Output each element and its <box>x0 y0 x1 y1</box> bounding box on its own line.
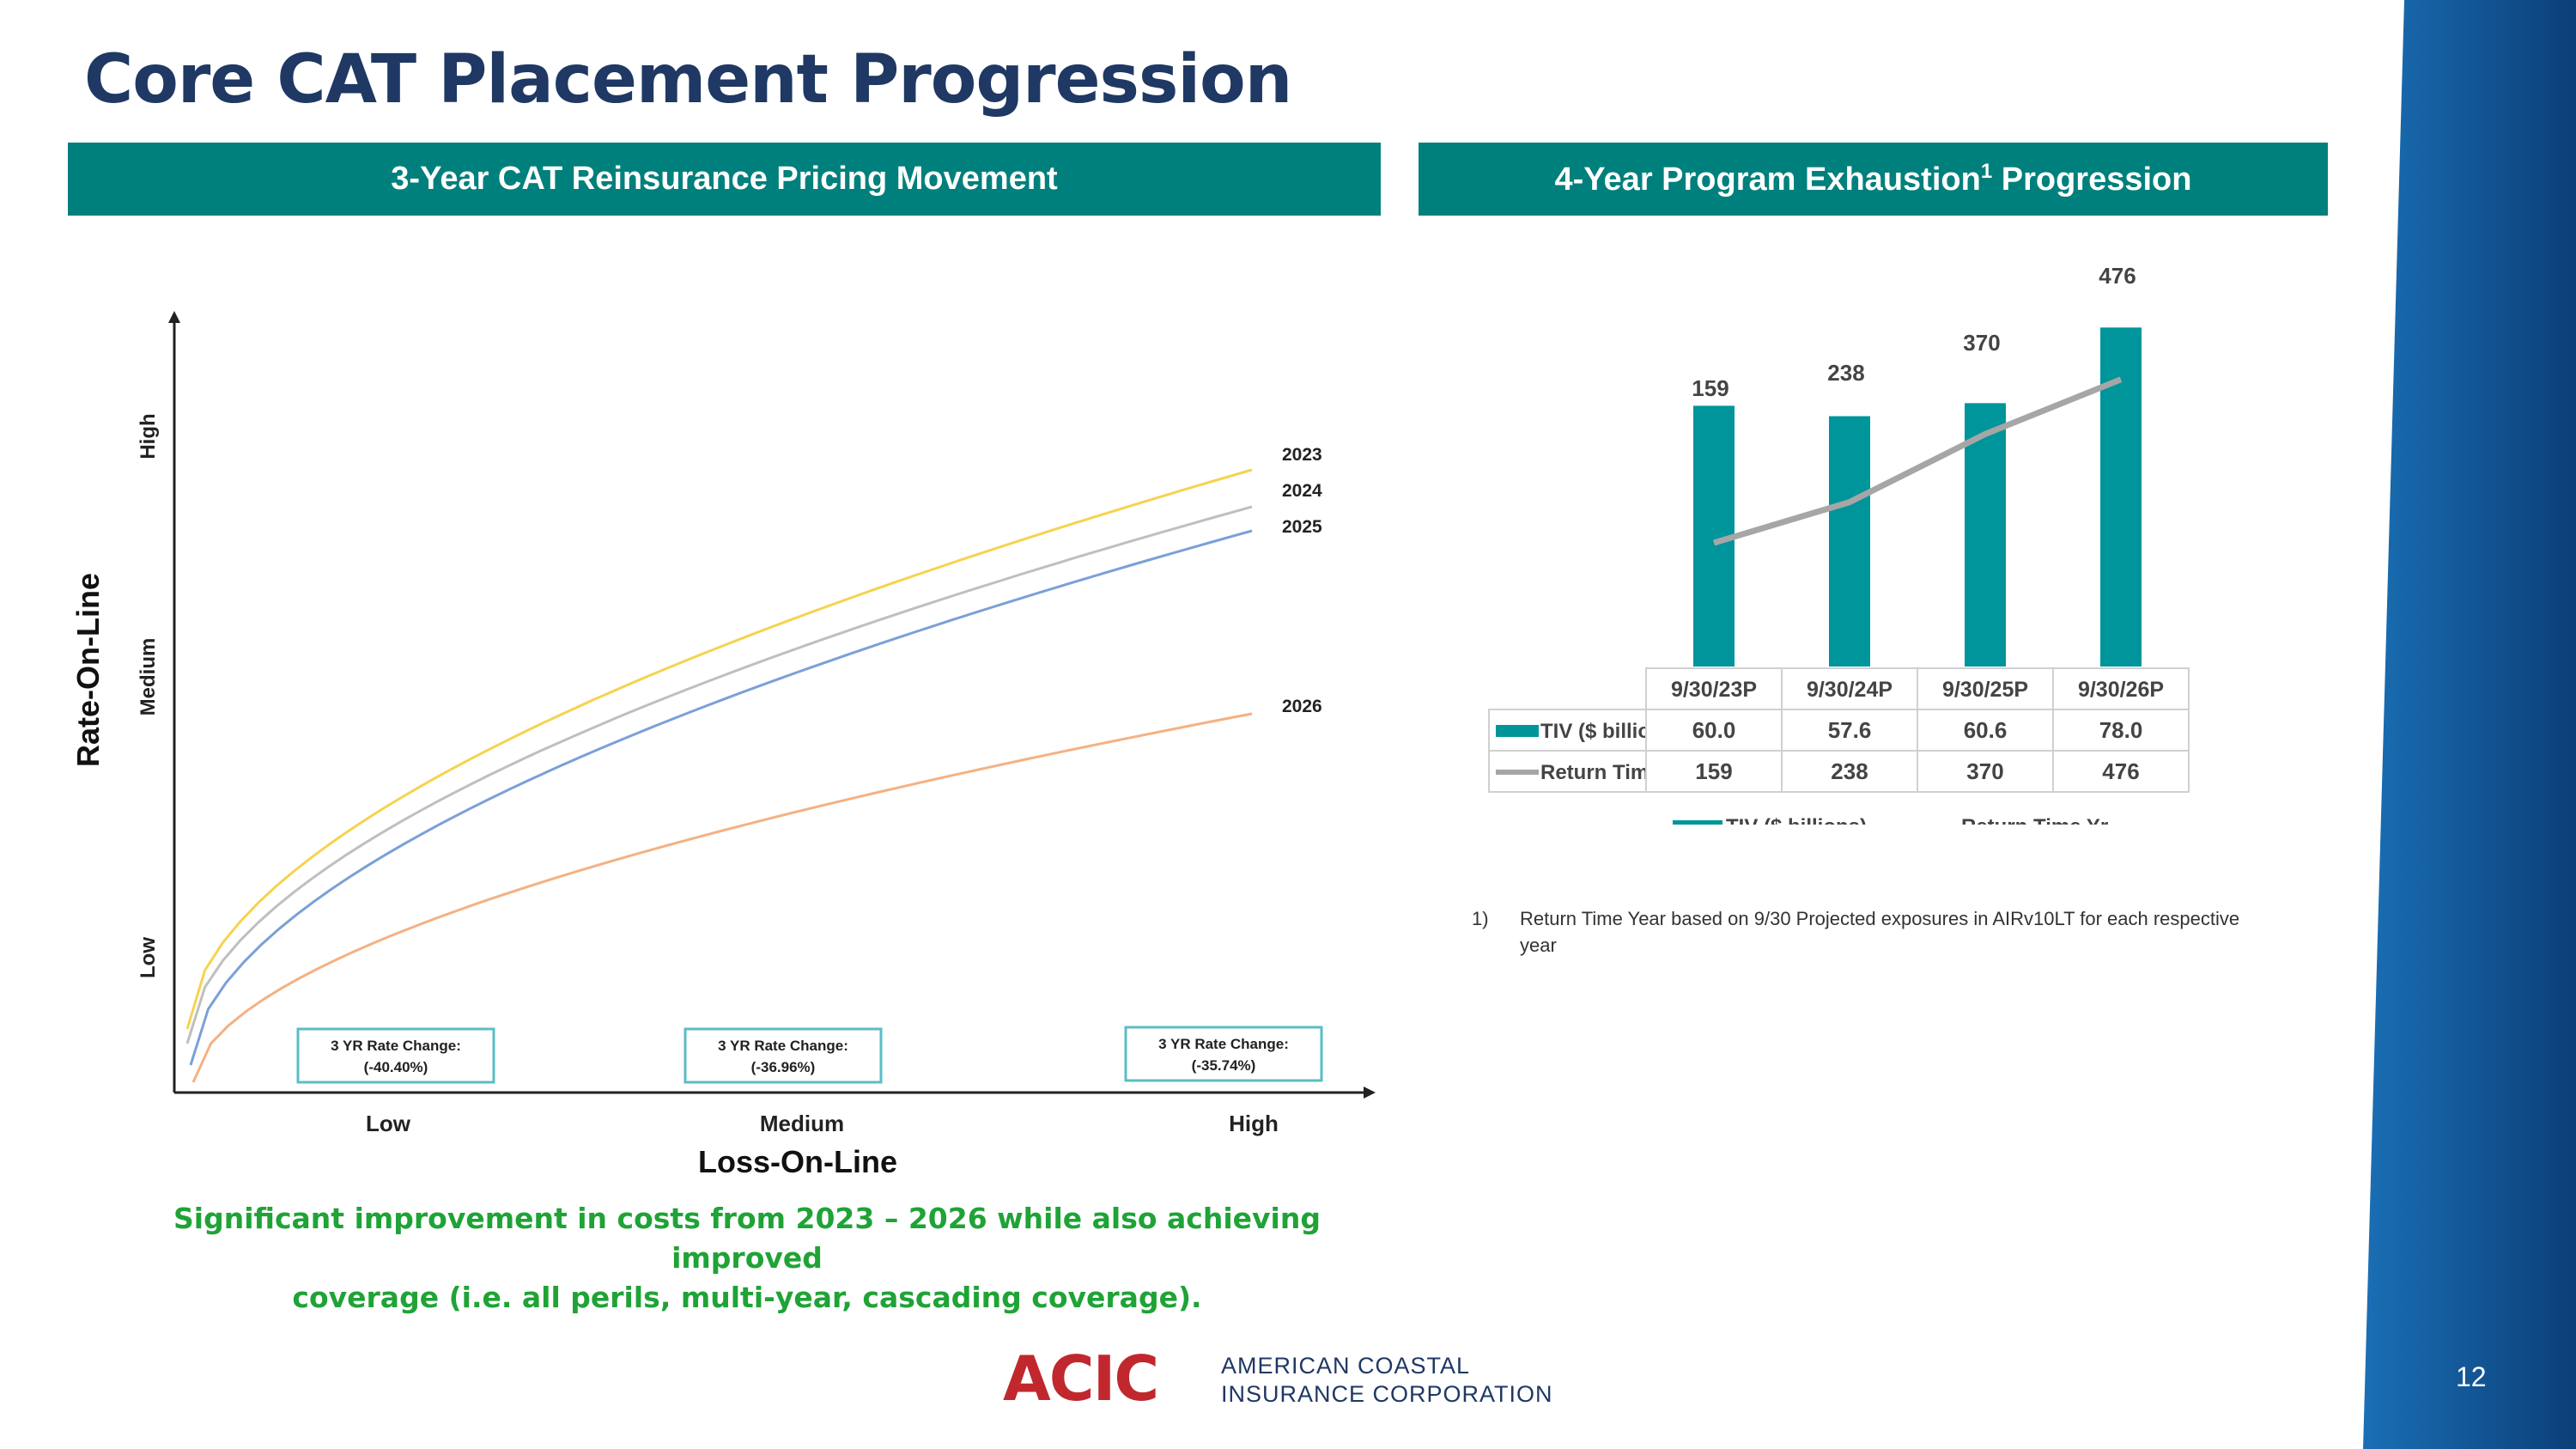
return-time-label: 370 <box>1963 330 2000 356</box>
tiv-legend-swatch <box>1496 725 1539 737</box>
rate-change-label: 3 YR Rate Change: <box>718 1038 848 1054</box>
return-time-label: 159 <box>1692 375 1728 401</box>
x-tick-label: Medium <box>760 1111 844 1136</box>
legend-tiv-swatch <box>1673 820 1722 825</box>
pricing-movement-chart: Low Medium High Rate-On-Line Low Medium High Lo… <box>70 311 1376 1179</box>
x-axis-arrow <box>1364 1087 1376 1099</box>
rate-change-box-border <box>296 1027 495 1084</box>
curve-2023 <box>185 468 1253 1030</box>
curve-label: 2026 <box>1282 697 1322 716</box>
table-cell <box>1917 750 2054 793</box>
curve-label: 2024 <box>1282 481 1322 501</box>
curve-2025 <box>189 529 1253 1066</box>
left-panel-banner: 3-Year CAT Reinsurance Pricing Movement <box>68 143 1381 216</box>
right-panel-banner: 4-Year Program Exhaustion1 Progression <box>1419 143 2328 216</box>
decorative-side-band <box>2363 0 2576 1449</box>
right-banner-label: 4-Year Program Exhaustion1 Progression <box>1555 160 2192 198</box>
tiv-bar <box>1965 403 2006 667</box>
page-title: Core CAT Placement Progression <box>84 41 1292 119</box>
right-chart-legend: TIV ($ billions) Return Time Yr <box>1673 815 2108 825</box>
curve-2024 <box>185 505 1253 1044</box>
table-cell <box>1645 709 1783 752</box>
y-tick-label: Medium <box>137 638 160 716</box>
right-banner-text-end: Progression <box>1992 161 2192 198</box>
rate-change-label: 3 YR Rate Change: <box>1158 1036 1289 1052</box>
x-tick-label: Low <box>366 1111 411 1136</box>
table-header-label: 9/30/24P <box>1807 678 1893 702</box>
x-tick-label: High <box>1229 1111 1279 1136</box>
legend-tiv-label: TIV ($ billions) <box>1726 815 1867 825</box>
rate-change-value: (-40.40%) <box>364 1059 428 1075</box>
logo-text: AMERICAN COASTAL INSURANCE CORPORATION <box>1221 1352 1553 1409</box>
table-cell-value: 60.0 <box>1692 717 1736 743</box>
caption: Significant improvement in costs from 20… <box>155 1199 1340 1318</box>
table-header-label: 9/30/26P <box>2078 678 2164 702</box>
table-cell <box>1781 750 1918 793</box>
curve-label: 2023 <box>1282 445 1322 465</box>
curve-label: 2025 <box>1282 517 1322 537</box>
rate-change-box: 3 YR Rate Change: (-40.40%) <box>296 1027 495 1084</box>
left-chart-curves <box>185 468 1253 1083</box>
table-header-cell <box>1781 667 1918 710</box>
caption-line-1: Significant improvement in costs from 20… <box>173 1202 1321 1275</box>
right-banner-superscript: 1 <box>1980 160 1993 184</box>
table-cell-value: 370 <box>1966 758 2003 784</box>
table-header-cell <box>1917 667 2054 710</box>
logo-line-1: AMERICAN COASTAL <box>1221 1353 1471 1379</box>
table-cell <box>1645 750 1783 793</box>
rate-change-box: 3 YR Rate Change: (-36.96%) <box>683 1027 883 1084</box>
tiv-bar <box>2100 327 2142 667</box>
rate-change-box: 3 YR Rate Change: (-35.74%) <box>1124 1026 1323 1082</box>
return-time-label: 238 <box>1827 360 1864 386</box>
y-axis-arrow <box>168 311 180 323</box>
curve-2026 <box>191 712 1253 1083</box>
left-banner-label: 3-Year CAT Reinsurance Pricing Movement <box>391 161 1058 197</box>
y-axis-title: Rate-On-Line <box>70 573 106 767</box>
left-chart-axes <box>168 311 1376 1099</box>
table-cell-value: 60.6 <box>1964 717 2008 743</box>
right-chart-line: 159 238 370 476 <box>1692 263 2136 546</box>
rate-change-box-border <box>1124 1026 1323 1082</box>
table-cell-value: 78.0 <box>2099 717 2143 743</box>
rate-change-value: (-36.96%) <box>751 1059 816 1075</box>
table-cell-value: 476 <box>2102 758 2139 784</box>
table-header-label: 9/30/25P <box>1942 678 2028 702</box>
right-chart-bars <box>1693 327 2142 667</box>
rate-change-box-border <box>683 1027 883 1084</box>
table-cell <box>2052 750 2190 793</box>
table-header-cell <box>2052 667 2190 710</box>
exhaustion-progression-chart: 159 238 370 476 9/30/23P 9/30/24P 9/30/25P 9/3… <box>1488 263 2190 825</box>
rate-change-label: 3 YR Rate Change: <box>331 1038 461 1054</box>
return-time-label: 476 <box>2099 263 2136 289</box>
table-cell-value: 159 <box>1695 758 1732 784</box>
left-chart-labels: Low Medium High Rate-On-Line Low Medium High Lo… <box>70 413 1322 1179</box>
footnote-number: 1) <box>1472 908 1489 929</box>
legend-return-time-label: Return Time Yr <box>1961 815 2108 825</box>
table-cell-value: 57.6 <box>1828 717 1872 743</box>
logo-line-2: INSURANCE CORPORATION <box>1221 1381 1553 1407</box>
table-cell-value: 238 <box>1831 758 1868 784</box>
x-axis-title: Loss-On-Line <box>698 1144 897 1179</box>
table-header-cell <box>1645 667 1783 710</box>
return-time-line <box>1712 376 2123 546</box>
left-chart-annotations: 3 YR Rate Change:(-40.40%)3 YR Rate Chan… <box>296 1026 1323 1084</box>
y-tick-label: Low <box>137 937 160 978</box>
right-banner-text: 4-Year Program Exhaustion <box>1554 161 1981 198</box>
rate-change-value: (-35.74%) <box>1192 1057 1256 1074</box>
page-number: 12 <box>2456 1361 2487 1392</box>
logo-mark: ACIC <box>1003 1349 1157 1409</box>
y-tick-label: High <box>137 413 160 459</box>
footnote-text: Return Time Year based on 9/30 Projected… <box>1520 908 2240 956</box>
caption-line-2: coverage (i.e. all perils, multi-year, c… <box>292 1281 1202 1314</box>
table-header-label: 9/30/23P <box>1671 678 1757 702</box>
tiv-bar <box>1829 416 1870 667</box>
company-logo: ACIC <box>1003 1349 1159 1409</box>
